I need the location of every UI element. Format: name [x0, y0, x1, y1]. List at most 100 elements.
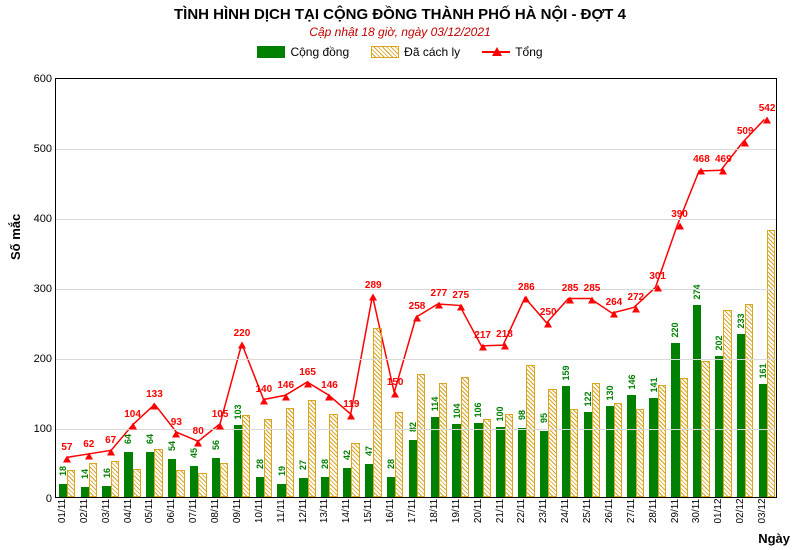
bar-isolated [548, 389, 556, 498]
bar-isolated [680, 378, 688, 497]
total-marker [238, 342, 246, 349]
bar-group: 82 [406, 79, 428, 497]
bar-isolated [89, 463, 97, 497]
bar-community [409, 440, 417, 497]
total-value-label: 133 [146, 389, 163, 400]
bar-isolated [505, 414, 513, 497]
total-marker [435, 302, 443, 309]
legend-item-community: Cộng đồng [257, 45, 349, 59]
total-value-label: 140 [256, 384, 273, 395]
bar-isolated [461, 377, 469, 497]
x-tick: 20/11 [471, 499, 484, 523]
bar-community [387, 477, 395, 497]
bar-label-community: 56 [211, 440, 221, 450]
x-tick: 03/11 [99, 499, 112, 523]
total-marker [172, 430, 180, 437]
x-tick: 27/11 [624, 499, 637, 523]
bar-community [102, 486, 110, 497]
x-tick: 02/12 [733, 498, 746, 523]
bar-group: 56 [209, 79, 231, 497]
total-value-label: 57 [61, 442, 72, 453]
bar-isolated [592, 383, 600, 497]
bar-group: 100 [494, 79, 516, 497]
x-tick: 02/11 [77, 499, 90, 523]
legend: Cộng đồng Đã cách ly Tổng [0, 45, 800, 59]
bar-isolated [329, 414, 337, 497]
total-marker [632, 305, 640, 312]
bar-community [562, 386, 570, 497]
bar-label-community: 220 [670, 322, 680, 337]
bar-community [627, 395, 635, 497]
total-marker [676, 223, 684, 230]
total-marker [325, 393, 333, 400]
bar-group: 274 [690, 79, 712, 497]
bar-isolated [111, 461, 119, 497]
total-marker [260, 398, 268, 405]
x-tick: 30/11 [689, 499, 702, 523]
bar-group: 95 [537, 79, 559, 497]
bar-community [234, 425, 242, 497]
bar-isolated [417, 374, 425, 497]
bar-community [518, 428, 526, 497]
bar-group: 202 [712, 79, 734, 497]
x-tick: 08/11 [208, 499, 221, 523]
gridline [56, 359, 776, 360]
total-value-label: 67 [105, 435, 116, 446]
bar-group: 27 [297, 79, 319, 497]
bar-isolated [658, 385, 666, 497]
chart-container: TÌNH HÌNH DỊCH TẠI CỘNG ĐỒNG THÀNH PHỐ H… [0, 0, 800, 550]
total-value-label: 272 [627, 292, 644, 303]
bar-isolated [636, 409, 644, 497]
x-tick: 28/11 [646, 499, 659, 523]
total-marker [566, 296, 574, 303]
total-marker [457, 303, 465, 310]
bar-isolated [133, 469, 141, 497]
bar-isolated [614, 403, 622, 497]
bar-group: 28 [319, 79, 341, 497]
bar-isolated [373, 328, 381, 497]
chart-subtitle: Cập nhật 18 giờ, ngày 03/12/2021 [0, 25, 800, 39]
bar-community [343, 468, 351, 497]
plot-area: 1814166464544556103281927284247288211410… [55, 78, 777, 498]
total-marker [763, 116, 771, 123]
legend-label-community: Cộng đồng [290, 45, 349, 59]
chart-title: TÌNH HÌNH DỊCH TẠI CỘNG ĐỒNG THÀNH PHỐ H… [0, 0, 800, 23]
y-tick: 400 [34, 213, 56, 225]
total-marker [522, 295, 530, 302]
total-value-label: 469 [715, 154, 732, 165]
legend-label-total: Tổng [515, 45, 542, 59]
total-value-label: 220 [234, 328, 251, 339]
bar-isolated [176, 470, 184, 497]
bar-group: 64 [122, 79, 144, 497]
bar-group: 103 [231, 79, 253, 497]
x-tick: 01/12 [711, 498, 724, 523]
bar-group: 130 [603, 79, 625, 497]
y-tick: 500 [34, 143, 56, 155]
legend-item-isolated: Đã cách ly [371, 45, 460, 59]
total-value-label: 286 [518, 282, 535, 293]
gridline [56, 289, 776, 290]
x-tick: 22/11 [514, 499, 527, 523]
bar-community [365, 464, 373, 497]
total-value-label: 62 [83, 439, 94, 450]
bar-community [584, 412, 592, 497]
bar-isolated [767, 230, 775, 497]
total-marker [501, 343, 509, 350]
total-marker [654, 285, 662, 292]
bar-isolated [570, 409, 578, 497]
bar-isolated [198, 473, 206, 498]
total-value-label: 289 [365, 280, 382, 291]
bar-community [190, 466, 198, 498]
total-marker [107, 449, 115, 456]
x-tick: 09/11 [230, 499, 243, 523]
total-value-label: 93 [171, 417, 182, 428]
total-value-label: 80 [193, 426, 204, 437]
bar-isolated [395, 412, 403, 497]
legend-item-total: Tổng [482, 45, 542, 59]
bar-isolated [242, 415, 250, 497]
bar-group: 14 [78, 79, 100, 497]
bar-group: 106 [472, 79, 494, 497]
legend-marker-total [482, 51, 510, 53]
x-tick: 15/11 [361, 499, 374, 523]
total-marker [391, 391, 399, 398]
